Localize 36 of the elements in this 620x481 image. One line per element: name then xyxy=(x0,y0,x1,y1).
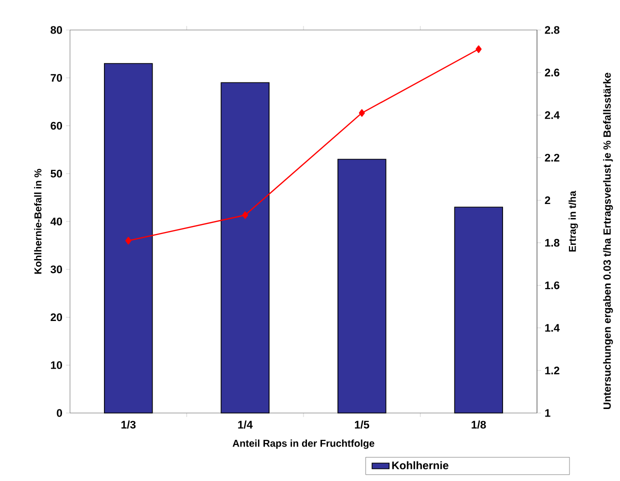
y2-tick-label: 2 xyxy=(544,196,550,204)
x-tick-label: 1/8 xyxy=(472,420,486,429)
y-tick-label: 20 xyxy=(50,313,62,322)
y2-tick-label: 2.4 xyxy=(544,111,560,119)
bar xyxy=(104,63,153,414)
point xyxy=(476,45,482,53)
y2-tick-label: 2.6 xyxy=(544,68,560,76)
bar xyxy=(337,158,386,414)
bar xyxy=(454,206,504,414)
y2-axis-title: Ertrag in t/ha xyxy=(568,190,578,252)
y-tick-label: 70 xyxy=(50,74,62,82)
y-tick-label: 60 xyxy=(50,122,62,130)
y-tick-label: 50 xyxy=(50,170,62,178)
legend-label: Kohlhernie xyxy=(392,461,448,470)
y-tick-label: 0 xyxy=(56,409,62,417)
x-axis-title: Anteil Raps in der Fruchtfolge xyxy=(232,440,374,449)
point xyxy=(358,109,365,117)
y2-tick-label: 1.8 xyxy=(545,238,560,247)
y2-tick-label: 1.4 xyxy=(545,324,560,332)
x-tick-label: 1/4 xyxy=(238,420,253,429)
point xyxy=(242,211,248,219)
bar xyxy=(220,82,270,414)
y-tick-label: 30 xyxy=(50,265,62,274)
text: Untersuchungen ergaben 0.03 t/ha Ertragsverlust je % Befallsstärke xyxy=(603,72,613,409)
y-tick-label: 80 xyxy=(50,26,62,34)
y-tick-label: 10 xyxy=(50,361,62,370)
y2-tick-label: 1 xyxy=(545,409,550,417)
y2-tick-label: 2.8 xyxy=(544,26,560,34)
y2-tick-label: 1.2 xyxy=(545,366,560,374)
y2-tick-label: 1.6 xyxy=(545,281,560,290)
y-tick-label: 40 xyxy=(50,218,62,226)
y2-tick-label: 2.2 xyxy=(544,154,560,162)
y-axis-title: Kohlhernie-Befall in % xyxy=(34,168,42,274)
x-tick-label: 1/3 xyxy=(121,420,136,429)
point xyxy=(125,236,132,244)
x-tick-label: 1/5 xyxy=(354,420,370,429)
